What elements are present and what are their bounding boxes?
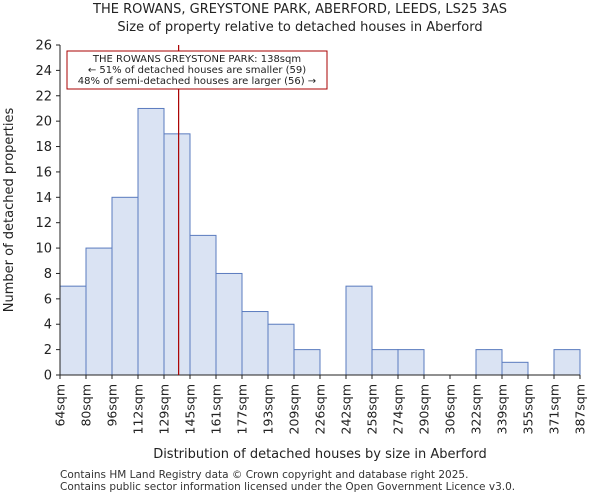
x-tick-label: 177sqm bbox=[235, 384, 250, 434]
y-tick-label: 20 bbox=[35, 115, 52, 130]
bar-193sqm bbox=[267, 323, 295, 376]
x-tick-label: 80sqm bbox=[79, 384, 94, 427]
y-tick-label: 26 bbox=[35, 39, 52, 54]
y-tick-label: 12 bbox=[35, 216, 52, 231]
x-tick-label: 161sqm bbox=[209, 384, 224, 434]
chart-title: THE ROWANS, GREYSTONE PARK, ABERFORD, LE… bbox=[93, 2, 507, 17]
x-tick-label: 290sqm bbox=[417, 384, 432, 434]
x-tick-label: 387sqm bbox=[573, 384, 588, 434]
bar-96sqm bbox=[111, 196, 139, 376]
y-tick-label: 18 bbox=[35, 140, 52, 155]
bar-322sqm bbox=[475, 349, 503, 376]
x-tick-label: 226sqm bbox=[313, 384, 328, 434]
bar-64sqm bbox=[59, 285, 87, 376]
annotation-box bbox=[66, 50, 328, 90]
bar-242sqm bbox=[345, 285, 373, 376]
annotation-line-3: 48% of semi-detached houses are larger (… bbox=[78, 76, 316, 87]
y-tick-label: 16 bbox=[35, 165, 52, 180]
x-tick-label: 209sqm bbox=[287, 384, 302, 434]
y-tick-label: 14 bbox=[35, 191, 52, 206]
x-tick-label: 145sqm bbox=[183, 384, 198, 434]
y-tick-label: 22 bbox=[35, 89, 52, 104]
x-tick-label: 371sqm bbox=[547, 384, 562, 434]
x-tick-label: 258sqm bbox=[365, 384, 380, 434]
bar-145sqm bbox=[189, 234, 217, 376]
annotation-line-1: THE ROWANS GREYSTONE PARK: 138sqm bbox=[92, 54, 301, 65]
annotation-line-2: ← 51% of detached houses are smaller (59… bbox=[88, 65, 306, 76]
x-tick-label: 96sqm bbox=[105, 384, 120, 427]
x-tick-label: 112sqm bbox=[131, 384, 146, 434]
y-tick-label: 4 bbox=[44, 318, 52, 333]
x-tick-label: 355sqm bbox=[521, 384, 536, 434]
bar-177sqm bbox=[241, 311, 269, 376]
bar-258sqm bbox=[371, 349, 399, 376]
y-axis-title: Number of detached properties bbox=[2, 108, 17, 313]
x-tick-label: 193sqm bbox=[261, 384, 276, 434]
bar-209sqm bbox=[293, 349, 321, 376]
x-tick-label: 129sqm bbox=[157, 384, 172, 434]
bar-339sqm bbox=[501, 361, 529, 376]
bar-129sqm bbox=[163, 133, 191, 376]
bars-group bbox=[59, 107, 581, 376]
x-tick-label: 306sqm bbox=[443, 384, 458, 434]
y-tick-label: 2 bbox=[44, 343, 52, 358]
bar-161sqm bbox=[215, 272, 243, 376]
y-tick-label: 8 bbox=[44, 267, 52, 282]
bar-371sqm bbox=[553, 349, 581, 376]
y-tick-label: 10 bbox=[35, 242, 52, 257]
annotation-group: THE ROWANS GREYSTONE PARK: 138sqm← 51% o… bbox=[66, 45, 328, 375]
y-tick-label: 24 bbox=[35, 64, 52, 79]
bar-112sqm bbox=[137, 107, 165, 376]
x-tick-label: 322sqm bbox=[469, 384, 484, 434]
bar-80sqm bbox=[85, 247, 113, 376]
y-tick-label: 0 bbox=[44, 369, 52, 384]
footer-line-2: Contains public sector information licen… bbox=[60, 480, 516, 493]
y-tick-label: 6 bbox=[44, 292, 52, 307]
x-tick-label: 64sqm bbox=[53, 384, 68, 427]
x-axis-title: Distribution of detached houses by size … bbox=[153, 447, 487, 462]
x-tick-label: 339sqm bbox=[495, 384, 510, 434]
chart-subtitle: Size of property relative to detached ho… bbox=[117, 20, 483, 35]
footer-line-1: Contains HM Land Registry data © Crown c… bbox=[60, 469, 469, 481]
x-tick-label: 274sqm bbox=[391, 384, 406, 434]
bar-274sqm bbox=[397, 349, 425, 376]
footer-credits: Contains HM Land Registry data © Crown c… bbox=[60, 469, 516, 493]
x-tick-label: 242sqm bbox=[339, 384, 354, 434]
